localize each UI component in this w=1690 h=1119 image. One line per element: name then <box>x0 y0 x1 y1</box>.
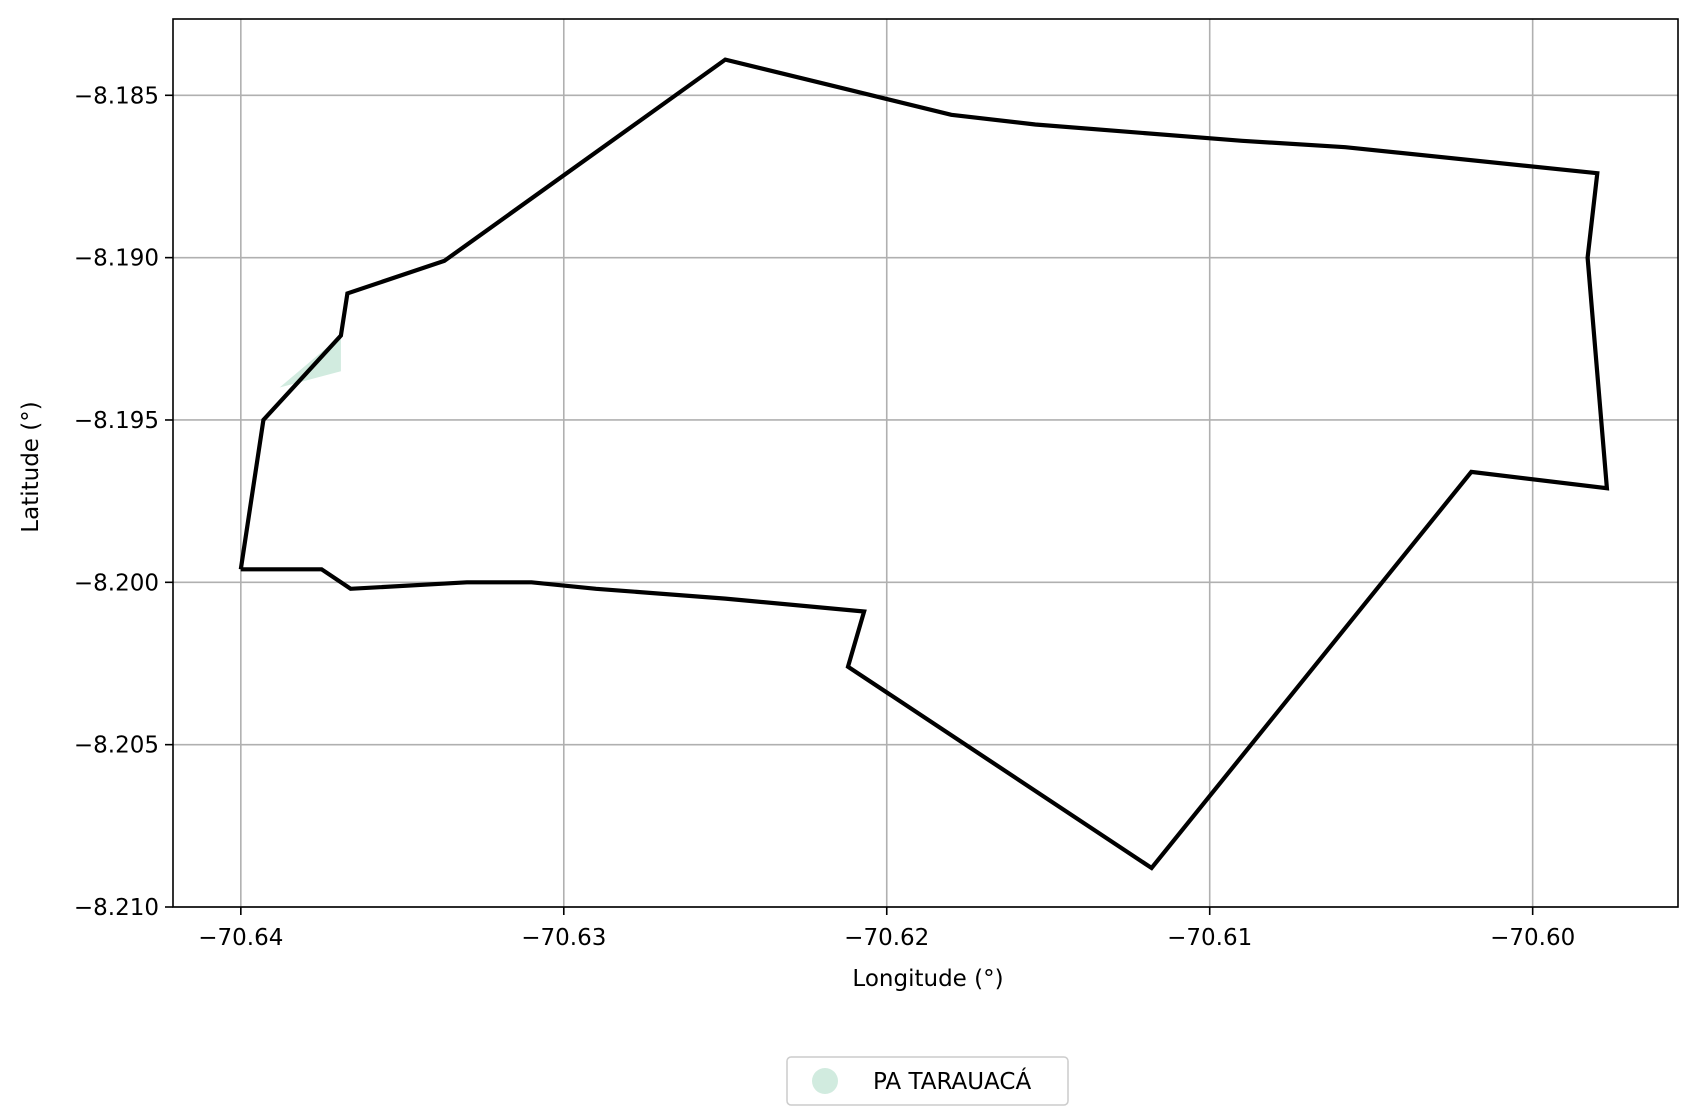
x-tick-label: −70.62 <box>844 925 929 951</box>
x-tick-label: −70.61 <box>1167 925 1252 951</box>
x-axis-label: Longitude (°) <box>852 966 1003 992</box>
x-tick-label: −70.64 <box>198 925 283 951</box>
y-tick-label: −8.205 <box>74 733 159 759</box>
legend-label: PA TARAUACÁ <box>873 1067 1031 1095</box>
y-tick-label: −8.200 <box>74 570 159 596</box>
boundary-line <box>238 57 1610 871</box>
x-tick-label: −70.63 <box>521 925 606 951</box>
y-tick-label: −8.195 <box>74 408 159 434</box>
legend: PA TARAUACÁ <box>786 1056 1069 1106</box>
boundary-layer <box>238 57 1610 871</box>
y-tick-label: −8.210 <box>74 895 159 921</box>
settlement-area-fill <box>279 335 341 388</box>
axis-ticks: −70.64 −70.63 −70.62 −70.61 −70.60 −8.185 −8.1… <box>74 83 1575 951</box>
y-tick-label: −8.185 <box>74 83 159 109</box>
y-tick-label: −8.190 <box>74 246 159 272</box>
legend-frame <box>786 1056 1069 1106</box>
plot-frame <box>172 18 1679 908</box>
y-axis-label: Latitude (°) <box>18 401 44 532</box>
legend-swatch <box>812 1068 838 1094</box>
x-tick-label: −70.60 <box>1490 925 1575 951</box>
area-fills <box>279 335 341 388</box>
